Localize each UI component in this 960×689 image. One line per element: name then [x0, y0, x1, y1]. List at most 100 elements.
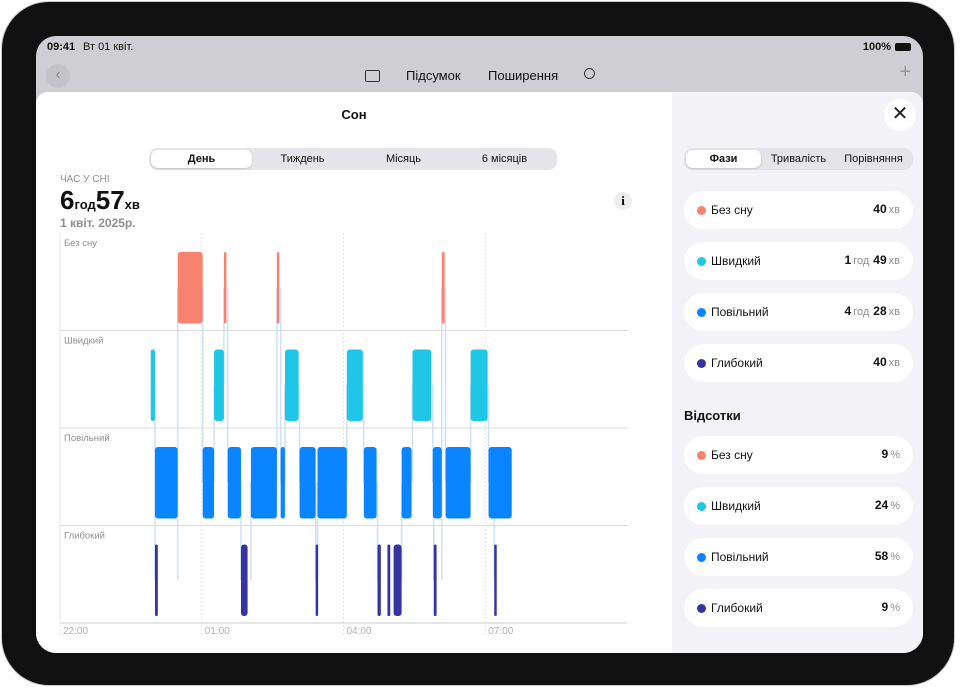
sleep-segment [317, 447, 347, 519]
segment[interactable]: Порівняння [844, 153, 903, 165]
summary-label: ЧАС У СНІ [60, 174, 110, 185]
stage-dot [697, 502, 706, 511]
value-number: 9 [881, 600, 889, 614]
stage-card: Швидкий 24% [684, 487, 913, 525]
stage-value: 58% [875, 549, 900, 563]
sleep-segment [432, 447, 442, 519]
value-number: 40 [873, 202, 887, 216]
value-unit: % [890, 551, 900, 563]
stage-label: Швидкий [711, 499, 761, 513]
stage-dot [697, 604, 706, 613]
x-tick-label: 04:00 [347, 626, 372, 637]
stage-label: Повільний [711, 305, 769, 319]
value-unit: год [74, 197, 96, 212]
sleep-segment [284, 349, 299, 421]
sleep-segment [150, 349, 155, 421]
stage-axis-label: Швидкий [64, 336, 103, 347]
value-number: 6 [60, 185, 75, 215]
close-button[interactable]: ✕ [884, 99, 916, 131]
stage-label: Повільний [711, 550, 769, 564]
stage-label: Глибокий [711, 356, 763, 370]
value-number: 4 [844, 304, 852, 318]
value-unit: год [853, 255, 870, 267]
stage-axis-label: Глибокий [64, 531, 105, 542]
segment[interactable]: Фази [686, 150, 761, 168]
stage-card: Швидкий 1 год 49 хв [684, 242, 913, 280]
sleep-segment [214, 349, 224, 421]
value-unit: хв [124, 197, 140, 212]
sheet-title: Сон [341, 107, 367, 122]
sleep-segment [346, 349, 363, 421]
stage-dot [697, 206, 706, 215]
x-tick-label: 22:00 [63, 626, 88, 637]
value-unit: хв [888, 357, 900, 369]
sleep-segment [223, 252, 227, 324]
section-title: Відсотки [684, 408, 741, 423]
tab-control: Фази Тривалість Порівняння [684, 148, 913, 170]
summary-date: 1 квіт. 2025р. [60, 216, 136, 230]
value-unit: % [890, 449, 900, 461]
stage-value: 1 год 49 хв [845, 253, 900, 267]
stage-label: Без сну [711, 448, 753, 462]
value-number: 28 [873, 304, 887, 318]
back-button[interactable]: ‹ [46, 64, 70, 88]
stage-label: Без сну [711, 203, 753, 217]
stage-card: Повільний 58% [684, 538, 913, 576]
sleep-segment [299, 447, 316, 519]
sleep-segment [470, 349, 488, 421]
sleep-segment [240, 544, 248, 616]
sleep-segment [177, 252, 203, 324]
sleep-segment [154, 447, 178, 519]
stage-card: Без сну 40 хв [684, 191, 913, 229]
value-number: 40 [873, 355, 887, 369]
value-unit: хв [888, 204, 900, 216]
info-button[interactable]: i [614, 192, 632, 210]
segment[interactable]: Тривалість [770, 153, 827, 165]
stage-dot [697, 308, 706, 317]
stage-value: 9% [882, 600, 900, 614]
add-button[interactable]: + [899, 61, 911, 83]
value-unit: хв [888, 255, 900, 267]
segment[interactable]: 6 місяців [481, 153, 528, 165]
sleep-segment [412, 349, 432, 421]
stage-label: Швидкий [711, 254, 761, 268]
search-icon[interactable] [584, 68, 595, 79]
value-unit: % [890, 500, 900, 512]
segment[interactable]: Тиждень [280, 153, 325, 165]
value-number: 24 [874, 498, 889, 512]
stage-label: Глибокий [711, 601, 763, 615]
status-date: Вт 01 квіт. [83, 41, 134, 53]
stage-dot [697, 553, 706, 562]
stage-card: Глибокий 40 хв [684, 344, 913, 382]
battery-text: 100% [862, 41, 891, 53]
value-unit: год [853, 306, 870, 318]
sleep-segment [154, 544, 158, 616]
stage-value: 9% [882, 447, 900, 461]
sleep-segment [315, 544, 319, 616]
stage-value: 24% [875, 498, 900, 512]
sidebar-icon[interactable] [365, 70, 380, 82]
segment[interactable]: День [151, 150, 252, 168]
sleep-segment [401, 447, 412, 519]
battery-icon [895, 43, 911, 51]
nav-item[interactable]: Підсумок [406, 68, 461, 83]
sleep-segment [276, 252, 280, 324]
screen: 09:41 Вт 01 квіт. 100% ‹ Підсумок Пошире… [36, 36, 923, 653]
stage-value: 40 хв [873, 202, 900, 216]
sleep-segment [250, 447, 277, 519]
stage-axis-label: Повільний [64, 433, 110, 444]
value-number: 9 [881, 447, 889, 461]
value-number: 58 [874, 549, 889, 563]
period-control: День Тиждень Місяць 6 місяців [149, 148, 557, 170]
segment[interactable]: Місяць [385, 153, 422, 165]
nav-item[interactable]: Поширення [488, 68, 559, 83]
value-unit: хв [888, 306, 900, 318]
stage-card: Без сну 9% [684, 436, 913, 474]
sleep-sheet: Сон День Тиждень Місяць 6 місяців ЧАС У СНІ… [36, 92, 923, 653]
sleep-segment [494, 544, 497, 616]
value-number: 57 [95, 185, 125, 215]
status-time: 09:41 [47, 41, 76, 53]
sleep-segment [387, 544, 391, 616]
side-panel: ✕ Фази Тривалість Порівняння Без сну 40 хв Шв… [672, 92, 923, 653]
